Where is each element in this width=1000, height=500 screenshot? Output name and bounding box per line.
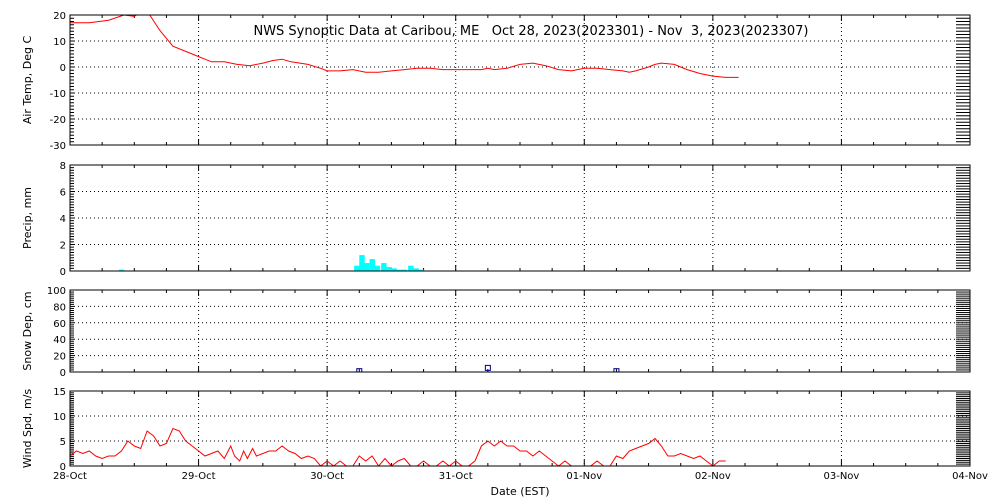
y-tick-label: 20 xyxy=(53,352,66,363)
x-tick-label: 31-Oct xyxy=(439,471,473,482)
x-tick-label: 29-Oct xyxy=(182,471,216,482)
y-tick-label: 2 xyxy=(60,241,66,252)
panel-snow-depth: 100 80 60 40 20 0 Snow Dep, cm xyxy=(21,286,971,379)
y-axis-label: Wind Spd, m/s xyxy=(21,389,34,469)
y-tick-label: -30 xyxy=(50,141,66,152)
y-tick-label: 8 xyxy=(60,161,66,172)
plot-area xyxy=(70,427,726,466)
precip-bar xyxy=(118,269,125,271)
wind-speed-series-line xyxy=(70,427,726,466)
panel-air-temp: 20 10 0 -10 -20 -30 Air Temp, Deg C xyxy=(21,11,971,152)
snow-depth-point xyxy=(356,368,363,372)
y-axis-label: Precip, mm xyxy=(21,187,34,249)
y-tick-label: 80 xyxy=(53,302,66,313)
x-tick-label: 01-Nov xyxy=(566,471,602,482)
x-tick-label: 28-Oct xyxy=(53,471,87,482)
precip-bar xyxy=(381,263,387,271)
plot-area xyxy=(70,15,739,78)
snow-depth-point xyxy=(484,364,491,371)
panel-frame xyxy=(69,289,971,373)
panel-wind-speed: 15 10 5 0 Wind Spd, m/s xyxy=(21,387,971,473)
y-tick-label: 60 xyxy=(53,319,66,330)
y-tick-label: 6 xyxy=(60,188,66,199)
precip-bar xyxy=(364,263,370,271)
snow-depth-point xyxy=(613,368,620,372)
plot-area xyxy=(118,255,424,271)
y-axis-label: Air Temp, Deg C xyxy=(21,36,34,125)
x-tick-label: 30-Oct xyxy=(310,471,344,482)
precip-bar xyxy=(369,259,375,271)
precip-bar xyxy=(354,265,360,271)
panel-frame xyxy=(69,164,971,272)
chart-title: NWS Synoptic Data at Caribou, ME Oct 28,… xyxy=(253,24,808,39)
panel-frame xyxy=(69,390,971,467)
precip-bar xyxy=(359,255,365,271)
x-tick-label: 04-Nov xyxy=(952,471,988,482)
y-tick-label: 5 xyxy=(60,437,66,448)
y-axis-label: Snow Dep, cm xyxy=(21,291,34,370)
precip-bar xyxy=(374,265,381,271)
precip-bar xyxy=(408,265,414,271)
y-tick-label: 0 xyxy=(60,368,66,379)
x-tick-label: 03-Nov xyxy=(823,471,859,482)
air-temp-series-line xyxy=(70,15,739,78)
y-tick-label: 15 xyxy=(53,387,66,398)
precip-bar xyxy=(386,267,392,271)
y-tick-label: 100 xyxy=(47,286,66,297)
precip-bar xyxy=(396,269,402,271)
precip-bar xyxy=(391,268,397,271)
plot-area xyxy=(356,364,620,372)
panel-precip: 8 6 4 2 0 Precip, mm xyxy=(21,161,971,278)
y-tick-label: -10 xyxy=(50,89,66,100)
y-tick-label: 4 xyxy=(60,214,66,225)
panel-frame xyxy=(69,14,971,146)
y-tick-label: -20 xyxy=(50,115,66,126)
precip-bar xyxy=(418,269,424,271)
y-tick-label: 0 xyxy=(60,462,66,473)
y-tick-label: 10 xyxy=(53,412,66,423)
x-axis-label: Date (EST) xyxy=(490,485,549,498)
precip-bar xyxy=(401,269,408,271)
y-tick-label: 10 xyxy=(53,37,66,48)
y-tick-label: 20 xyxy=(53,11,66,22)
precip-bar xyxy=(413,268,419,271)
x-tick-label: 02-Nov xyxy=(695,471,731,482)
y-tick-label: 40 xyxy=(53,335,66,346)
y-tick-label: 0 xyxy=(60,267,66,278)
y-tick-label: 0 xyxy=(60,63,66,74)
